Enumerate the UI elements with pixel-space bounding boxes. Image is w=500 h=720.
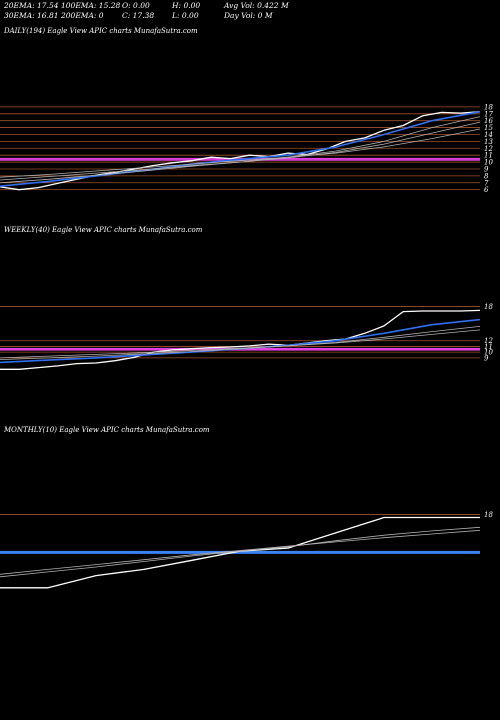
ema-slow-line-2	[0, 326, 481, 360]
y-tick-label-8: 10	[484, 159, 493, 167]
y-tick-label-1: 17	[484, 110, 493, 118]
y-tick-label-3: 15	[484, 124, 493, 132]
y-tick-label-5: 13	[484, 138, 493, 146]
ema-slow-line-3	[0, 121, 481, 181]
ema200-stat: 200EMA: 0	[61, 10, 104, 20]
low-stat: L: 0.00	[172, 10, 199, 20]
day-vol-stat: Day Vol: 0 M	[224, 10, 273, 20]
y-tick-label-11: 7	[484, 179, 489, 187]
weekly-panel-title: WEEKLY(40) Eagle View APIC charts Munafa…	[4, 226, 203, 234]
y-tick-label-12: 6	[484, 186, 489, 194]
ema30-stat: 30EMA: 16.81	[4, 10, 59, 20]
price-line-0	[0, 111, 481, 191]
avg-vol-stat: Avg Vol: 0.422 M	[224, 1, 289, 10]
y-tick-label-0: 18	[484, 103, 493, 111]
ema-slow-line-4	[0, 128, 481, 178]
close-stat: C: 17.38	[122, 10, 155, 20]
ema-slow-line-1	[0, 526, 481, 578]
y-tick-label-6: 12	[484, 145, 493, 153]
y-tick-label-3: 10	[484, 349, 493, 357]
y-tick-label-2: 11	[484, 343, 493, 351]
y-tick-label-2: 16	[484, 117, 493, 125]
ema-slow-line-2	[0, 529, 481, 575]
y-tick-label-10: 8	[484, 172, 489, 180]
high-stat: H: 0.00	[172, 1, 201, 10]
open-stat: O: 0.00	[122, 1, 150, 10]
price-line-0	[0, 309, 481, 370]
y-tick-label-4: 14	[484, 131, 493, 139]
daily-panel-title: DAILY(194) Eagle View APIC charts Munafa…	[4, 27, 198, 35]
y-tick-label-9: 9	[484, 165, 489, 173]
y-tick-label-7: 11	[484, 152, 493, 160]
ema-fast-line-1	[0, 110, 481, 187]
y-tick-label-0: 18	[484, 303, 493, 311]
monthly-panel-title: MONTHLY(10) Eagle View APIC charts Munaf…	[4, 426, 210, 434]
monthly-chart: 18	[0, 511, 493, 589]
y-tick-label-0: 18	[484, 511, 493, 519]
y-tick-label-4: 9	[484, 354, 489, 362]
ema100-stat: 100EMA: 15.28	[61, 1, 121, 10]
y-tick-label-1: 12	[484, 337, 493, 345]
ema20-stat: 20EMA: 17.54	[4, 1, 59, 10]
ema-slow-line-3	[0, 329, 481, 359]
